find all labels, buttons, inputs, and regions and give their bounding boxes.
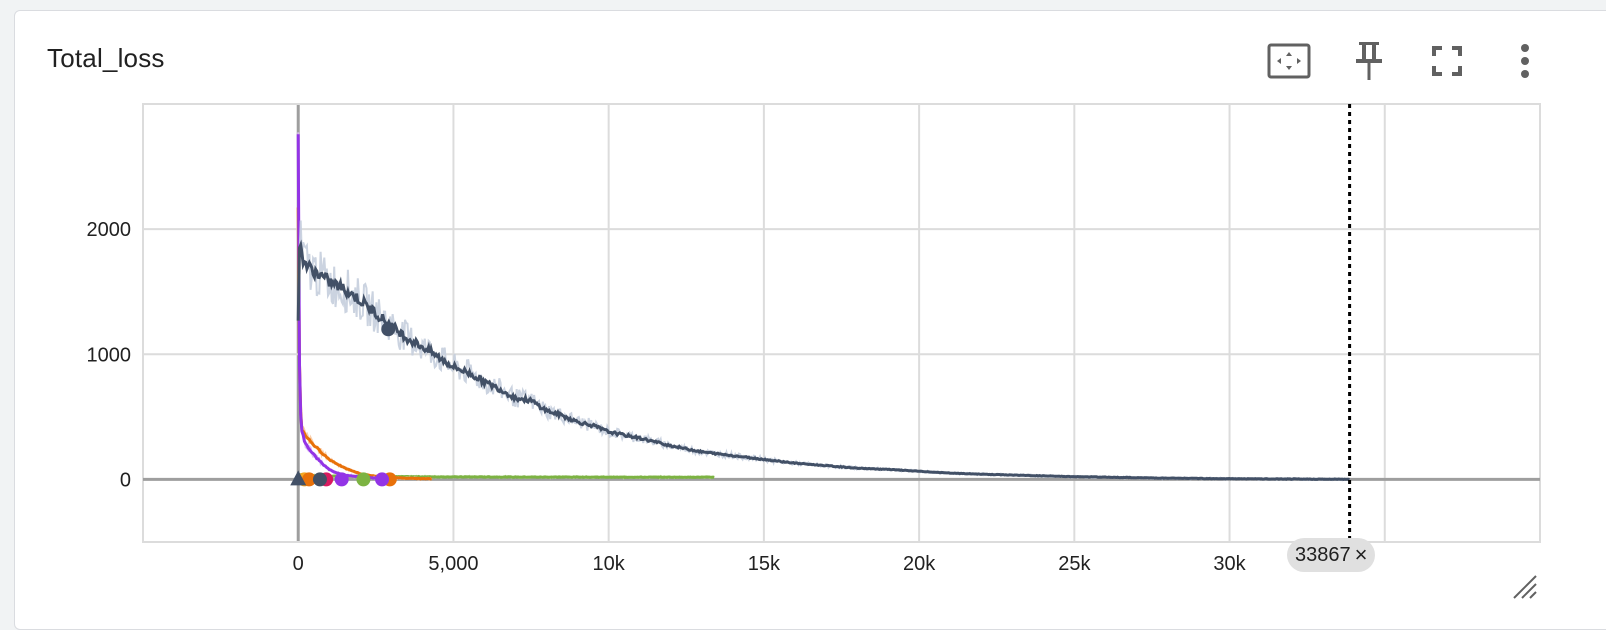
pin-icon [1356, 42, 1382, 80]
x-tick-label: 10k [593, 553, 626, 575]
series-marker [375, 472, 390, 487]
card-toolbar [1265, 37, 1565, 85]
close-icon[interactable]: × [1354, 542, 1368, 567]
fit-domain-button[interactable] [1265, 37, 1313, 85]
pin-button[interactable] [1345, 37, 1393, 85]
series-marker [312, 472, 327, 487]
series-marker [356, 472, 371, 487]
fit-domain-icon [1267, 43, 1311, 79]
y-tick-label: 2000 [87, 219, 132, 241]
y-tick-label: 0 [120, 469, 131, 491]
step-cursor-chip[interactable]: 33867 × [1287, 538, 1376, 572]
series-layer [296, 132, 1351, 482]
fullscreen-icon [1432, 46, 1462, 76]
fullscreen-button[interactable] [1423, 37, 1471, 85]
x-tick-label: 5,000 [428, 553, 478, 575]
x-tick-label: 15k [748, 553, 781, 575]
series-marker [381, 322, 396, 337]
series-raw-line [297, 220, 1351, 482]
series-marker [290, 470, 307, 486]
step-cursor-value: 33867 [1295, 543, 1351, 566]
marker-layer [290, 322, 397, 487]
tick-layer: 0 5,000 10k 15k 20k 25k 30k 0 1000 2000 [87, 219, 1247, 575]
x-tick-label: 20k [903, 553, 936, 575]
series-marker [334, 472, 349, 487]
x-tick-label: 30k [1213, 553, 1246, 575]
x-tick-label: 25k [1058, 553, 1091, 575]
card-title: Total_loss [47, 43, 165, 73]
resize-handle-icon[interactable] [1508, 570, 1538, 600]
series-smoothed-line [296, 239, 1350, 482]
chart-card: Total_loss [14, 10, 1606, 630]
x-tick-label: 0 [293, 553, 304, 575]
series-marker [302, 472, 317, 487]
more-vert-icon [1521, 44, 1529, 78]
more-options-button[interactable] [1501, 37, 1549, 85]
y-tick-label: 1000 [87, 344, 132, 366]
grid-layer [142, 103, 1541, 543]
